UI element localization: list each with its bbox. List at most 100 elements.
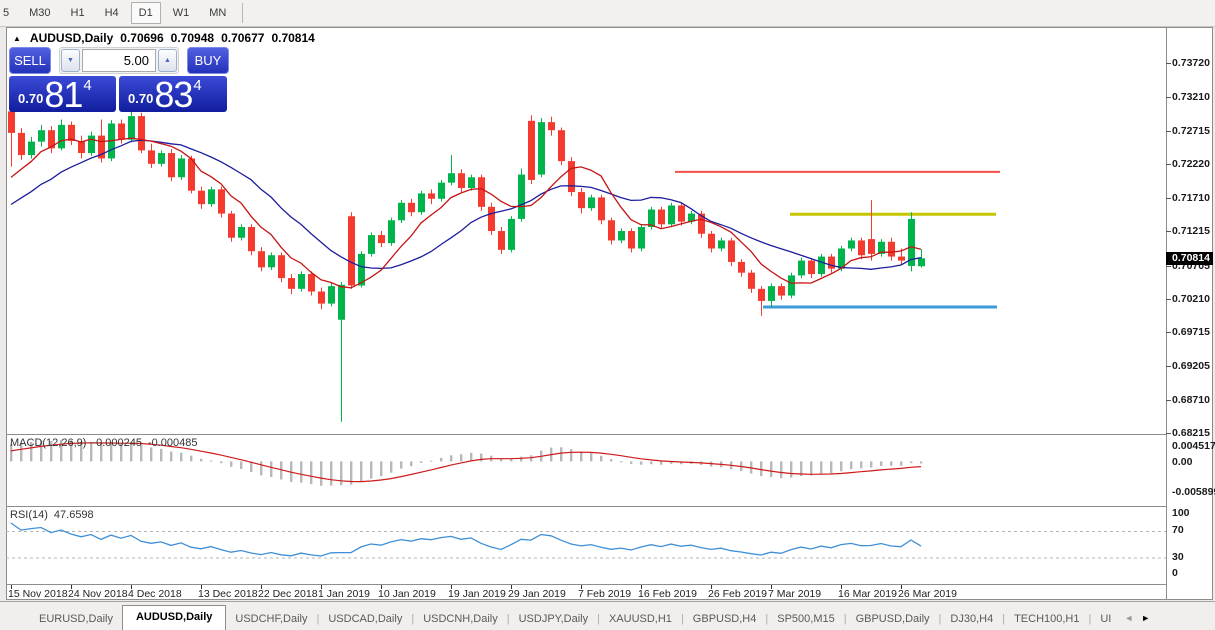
timeframe-button-d1[interactable]: D1 [130, 2, 161, 24]
candle-body [658, 209, 665, 225]
buy-price-panel[interactable]: 0.70 83 4 [119, 76, 227, 113]
macd-bar [670, 461, 673, 464]
volume-decrease-button[interactable]: ▼ [61, 49, 80, 72]
rsi-axis-label: 0 [1172, 567, 1178, 579]
macd-bar [160, 448, 163, 462]
panel-divider[interactable] [6, 506, 1166, 507]
date-axis-label: 24 Nov 2018 [68, 588, 128, 600]
macd-bar [760, 461, 763, 477]
ohlc-close: 0.70814 [271, 31, 315, 45]
chart-tab-usdcnh[interactable]: USDCNH,Daily [423, 613, 498, 625]
sell-price-base: 0.70 [18, 91, 44, 106]
rsi-axis-label: 70 [1172, 524, 1184, 536]
current-price-tag: 0.70814 [1166, 252, 1213, 266]
candle-body [388, 220, 395, 244]
price-axis-border [1166, 27, 1167, 600]
candle-body [318, 291, 325, 304]
tabs-scroll-right-icon[interactable]: ► [1141, 613, 1151, 623]
macd-bar [640, 461, 643, 465]
candle-body [268, 255, 275, 268]
candle-body [918, 258, 925, 267]
one-click-trading-panel: SELL ▼ ▲ BUY 0.70 81 4 0.70 83 4 [9, 47, 229, 113]
macd-bar [360, 461, 363, 483]
rsi-panel[interactable] [6, 507, 1166, 585]
chart-tab-usdjpy[interactable]: USDJPY,Daily [518, 613, 589, 625]
buy-button[interactable]: BUY [187, 47, 229, 74]
candle-body [448, 173, 455, 183]
candle-body [218, 189, 225, 214]
panel-divider[interactable] [6, 434, 1166, 435]
chart-tab-dj30[interactable]: DJ30,H4 [950, 613, 994, 625]
candle-body [598, 197, 605, 221]
timeframe-button-5[interactable]: 5 [3, 7, 10, 19]
chart-window[interactable] [6, 27, 1213, 600]
candle-body [868, 239, 875, 254]
tab-separator: | [765, 613, 769, 625]
candle-body [878, 241, 885, 254]
macd-panel[interactable] [6, 436, 1166, 506]
tabs-scroll-left-icon[interactable]: ◄ [1124, 613, 1134, 623]
date-axis-tick [131, 585, 132, 589]
timeframe-button-mn[interactable]: MN [209, 7, 227, 19]
candle-body [818, 256, 825, 275]
sell-button[interactable]: SELL [9, 47, 51, 74]
price-axis-tick [1166, 130, 1171, 132]
candle-body [908, 218, 915, 266]
macd-bar [370, 461, 373, 479]
candle-body [568, 161, 575, 193]
macd-bar [920, 461, 923, 464]
macd-bar [910, 461, 913, 464]
macd-bar [440, 457, 443, 462]
chart-tab-audusd[interactable]: AUDUSD,Daily [121, 605, 227, 630]
date-axis-tick [11, 585, 12, 589]
candle-body [648, 209, 655, 227]
candle-body [698, 213, 705, 234]
chart-tab-usdcad[interactable]: USDCAD,Daily [328, 613, 403, 625]
candle-body [128, 116, 135, 140]
macd-bar [50, 440, 53, 462]
timeframe-button-m30[interactable]: M30 [29, 7, 51, 19]
tab-separator: | [506, 613, 510, 625]
candle-body [298, 274, 305, 289]
price-axis-tick [1166, 265, 1171, 267]
macd-bar [390, 461, 393, 473]
price-axis-label: 0.69205 [1172, 360, 1210, 373]
candle-body [278, 255, 285, 279]
macd-bar [40, 440, 43, 462]
chart-tab-ui[interactable]: UI [1100, 613, 1112, 625]
rsi-name: RSI(14) [10, 509, 48, 521]
chart-tab-tech100[interactable]: TECH100,H1 [1014, 613, 1080, 625]
chart-tab-gbpusd[interactable]: GBPUSD,H4 [692, 613, 757, 625]
chart-tab-eurusd[interactable]: EURUSD,Daily [39, 613, 113, 625]
macd-bar [570, 449, 573, 462]
macd-value: -0.000245 [92, 437, 142, 449]
date-axis-label: 15 Nov 2018 [8, 588, 68, 600]
price-axis-label: 0.72715 [1172, 124, 1210, 137]
volume-increase-button[interactable]: ▲ [158, 49, 177, 72]
date-axis-tick [321, 585, 322, 589]
price-chart[interactable] [6, 28, 1166, 434]
timeframe-button-h1[interactable]: H1 [70, 7, 85, 19]
candle-body [238, 226, 245, 238]
volume-input[interactable] [82, 49, 156, 72]
sell-price-panel[interactable]: 0.70 81 4 [9, 76, 116, 113]
candle-body [288, 278, 295, 289]
chart-tab-usdchf[interactable]: USDCHF,Daily [235, 613, 308, 625]
panel-divider[interactable] [6, 584, 1166, 585]
candle-body [828, 256, 835, 269]
chart-tab-sp500[interactable]: SP500,M15 [777, 613, 835, 625]
chart-tab-gbpusd[interactable]: GBPUSD,Daily [855, 613, 930, 625]
macd-bar [780, 461, 783, 479]
candle-body [488, 206, 495, 232]
collapse-panel-icon[interactable]: ▲ [13, 33, 21, 43]
date-axis-tick [711, 585, 712, 589]
timeframe-button-h4[interactable]: H4 [104, 7, 119, 19]
macd-bar [90, 441, 93, 462]
timeframe-button-w1[interactable]: W1 [172, 7, 190, 19]
chart-tab-xauusd[interactable]: XAUUSD,H1 [608, 613, 672, 625]
macd-bar [350, 461, 353, 485]
macd-bar [450, 455, 453, 462]
macd-bar [430, 460, 433, 462]
candle-body [168, 153, 175, 178]
rsi-line [10, 522, 922, 557]
